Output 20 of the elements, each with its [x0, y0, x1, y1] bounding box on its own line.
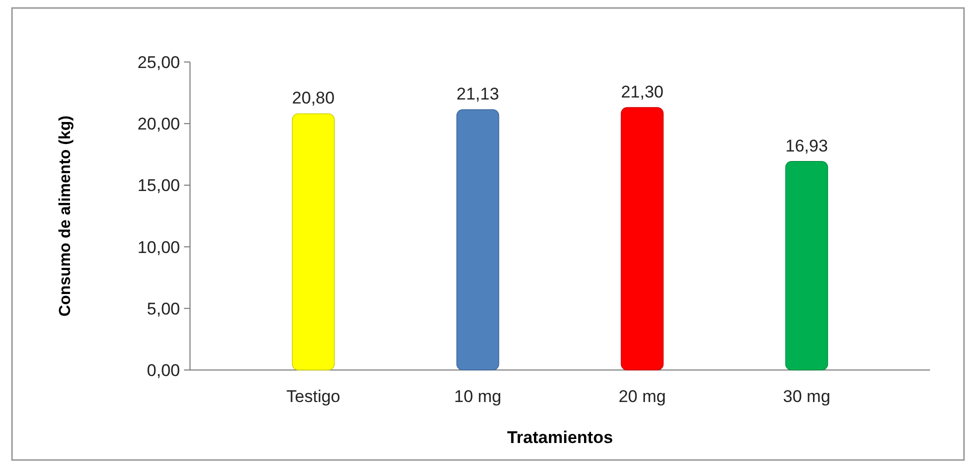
x-tick-label: 30 mg	[783, 387, 830, 406]
data-label: 21,30	[620, 82, 664, 102]
y-tick-label: 25,00	[137, 52, 180, 72]
y-tick-label: 10,00	[137, 238, 180, 257]
x-axis-title: Tratamientos	[507, 428, 613, 447]
x-tick-label: Testigo	[286, 387, 340, 406]
data-label: 21,13	[456, 84, 500, 104]
y-axis-title: Consumo de alimento (kg)	[57, 116, 74, 316]
bar	[785, 161, 828, 370]
bar	[292, 113, 335, 370]
x-tick-label: 10 mg	[454, 387, 502, 406]
y-tick-label: 20,00	[137, 114, 180, 134]
x-tick-label: 20 mg	[618, 387, 666, 406]
y-tick-label: 0,00	[146, 360, 180, 380]
y-tick-label: 5,00	[146, 299, 180, 318]
data-label: 20,80	[292, 88, 335, 108]
y-tick-label: 15,00	[137, 176, 180, 196]
bar	[620, 107, 664, 370]
data-label: 16,93	[785, 136, 828, 156]
bar	[456, 109, 500, 370]
